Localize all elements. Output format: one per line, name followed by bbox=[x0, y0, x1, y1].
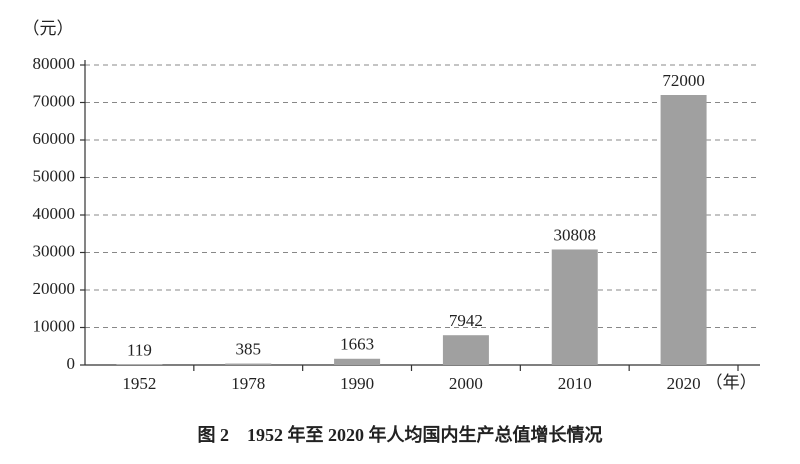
x-tick-label: 2020 bbox=[667, 374, 701, 393]
value-label: 1663 bbox=[340, 335, 374, 354]
chart-title: 图 2 1952 年至 2020 年人均国内生产总值增长情况 bbox=[198, 424, 603, 445]
y-tick-label: 30000 bbox=[33, 241, 76, 260]
value-label: 72000 bbox=[662, 71, 705, 90]
x-tick-label: 1952 bbox=[122, 374, 156, 393]
x-tick-label: 2000 bbox=[449, 374, 483, 393]
x-tick-label: 1978 bbox=[231, 374, 265, 393]
value-label: 385 bbox=[236, 339, 262, 358]
x-tick-label: 1990 bbox=[340, 374, 374, 393]
y-tick-label: 60000 bbox=[33, 129, 76, 148]
y-tick-label: 20000 bbox=[33, 279, 76, 298]
y-axis-label: （元） bbox=[23, 19, 74, 38]
bar bbox=[551, 249, 598, 365]
y-tick-label: 50000 bbox=[33, 166, 76, 185]
x-tick-label: 2010 bbox=[558, 374, 592, 393]
y-tick-label: 80000 bbox=[33, 54, 76, 73]
bar bbox=[442, 335, 489, 365]
value-label: 30808 bbox=[554, 225, 597, 244]
y-tick-label: 0 bbox=[67, 354, 76, 373]
bar bbox=[660, 95, 707, 365]
value-label: 119 bbox=[127, 340, 152, 359]
bar bbox=[225, 363, 272, 365]
y-tick-label: 40000 bbox=[33, 204, 76, 223]
y-tick-label: 70000 bbox=[33, 91, 76, 110]
bar bbox=[334, 358, 381, 365]
x-axis-label: （年） bbox=[706, 373, 757, 392]
y-tick-label: 10000 bbox=[33, 316, 76, 335]
value-label: 7942 bbox=[449, 311, 483, 330]
